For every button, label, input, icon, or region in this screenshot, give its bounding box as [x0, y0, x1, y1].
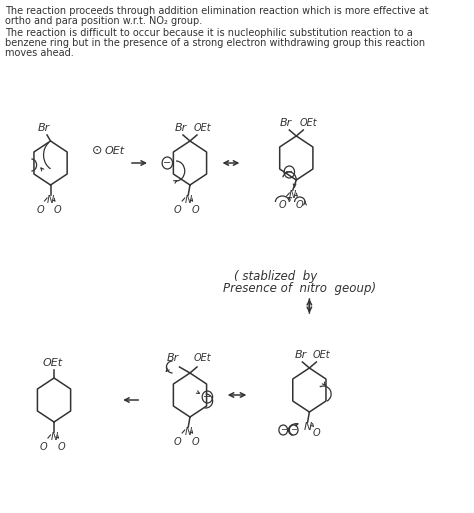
Text: O: O: [279, 200, 286, 210]
Text: O: O: [40, 442, 47, 452]
Text: N: N: [303, 422, 312, 432]
Text: Br: Br: [280, 118, 292, 128]
Text: OEt: OEt: [193, 123, 211, 133]
Text: O: O: [191, 437, 199, 447]
Text: Presence of  nitro  geoup): Presence of nitro geoup): [223, 282, 376, 295]
Text: Br: Br: [37, 123, 50, 133]
Text: O: O: [296, 200, 303, 210]
Text: N: N: [47, 195, 54, 205]
Text: −: −: [290, 425, 297, 435]
Text: O: O: [312, 428, 320, 438]
Text: OEt: OEt: [313, 350, 330, 360]
Text: −: −: [280, 425, 287, 435]
Text: O: O: [54, 205, 61, 215]
Text: N: N: [50, 432, 58, 442]
Text: OEt: OEt: [193, 353, 211, 363]
Text: ( stablized  by: ( stablized by: [234, 270, 317, 283]
Text: N: N: [184, 195, 192, 205]
Text: The reaction is difficult to occur because it is nucleophilic substitution react: The reaction is difficult to occur becau…: [5, 28, 413, 38]
Text: OEt: OEt: [42, 358, 63, 368]
Text: −: −: [203, 392, 211, 402]
Text: O: O: [191, 205, 199, 215]
Text: O: O: [36, 205, 44, 215]
Text: O: O: [57, 442, 65, 452]
Text: N: N: [184, 427, 192, 437]
Text: ortho and para position w.r.t. NO₂ group.: ortho and para position w.r.t. NO₂ group…: [5, 16, 202, 26]
Text: The reaction proceeds through addition elimination reaction which is more effect: The reaction proceeds through addition e…: [5, 6, 429, 16]
Text: N: N: [289, 190, 296, 200]
Text: Br: Br: [166, 353, 179, 363]
Text: −: −: [285, 167, 293, 177]
Text: −: −: [163, 158, 172, 168]
Text: OEt: OEt: [300, 118, 318, 128]
Text: Br: Br: [294, 350, 307, 360]
Text: O: O: [174, 205, 182, 215]
Text: ⊙: ⊙: [92, 145, 103, 157]
Text: O: O: [174, 437, 182, 447]
Text: moves ahead.: moves ahead.: [5, 48, 74, 58]
Text: Br: Br: [175, 123, 187, 133]
Text: OEt: OEt: [105, 146, 125, 156]
Text: benzene ring but in the presence of a strong electron withdrawing group this rea: benzene ring but in the presence of a st…: [5, 38, 425, 48]
